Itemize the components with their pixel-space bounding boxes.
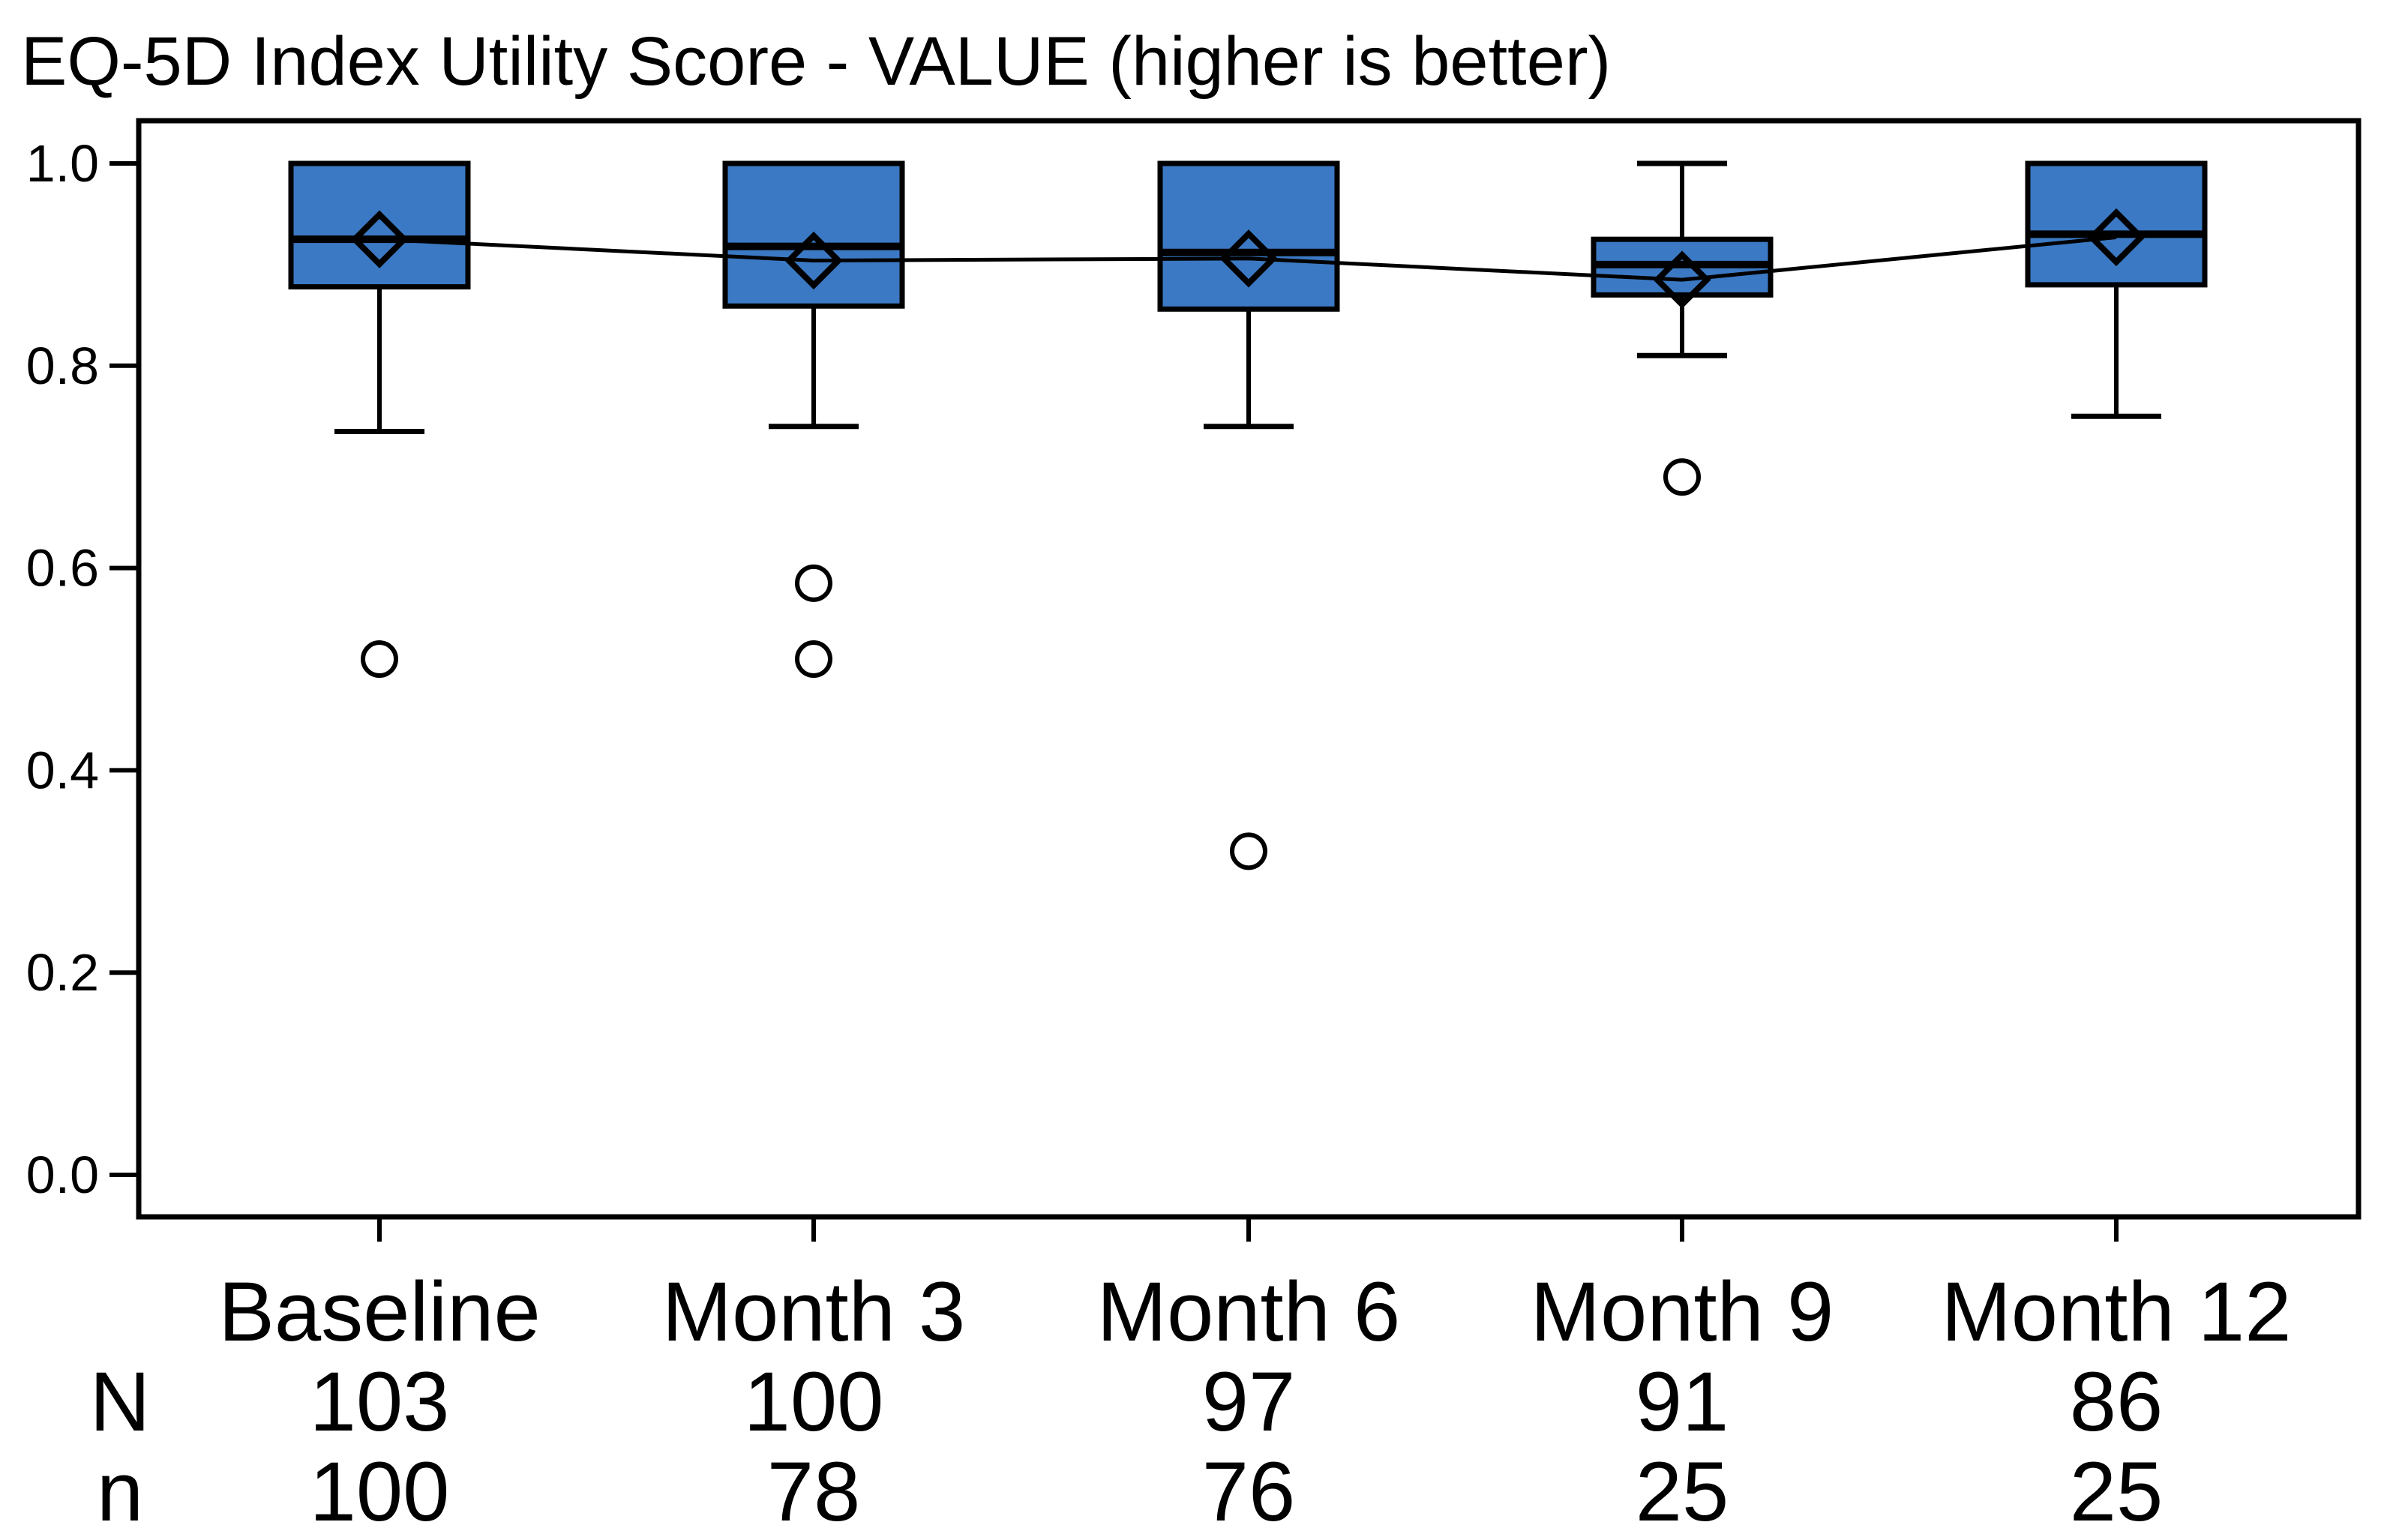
box-group-baseline [288, 160, 471, 679]
footer-row-value: 97 [1202, 1355, 1296, 1449]
box-iqr [288, 160, 471, 290]
x-category-label: Baseline [218, 1265, 541, 1359]
outlier-point [795, 640, 832, 679]
x-category-label: Month 12 [1942, 1265, 2292, 1359]
y-tick-label: 0.2 [26, 943, 99, 1002]
footer-row-value: 25 [1636, 1445, 1729, 1539]
x-axis: Baseline Month 3 Month 6 Month 9 Month 12 [218, 1217, 2291, 1359]
box-group-month-9 [1591, 160, 1774, 496]
footer-row-value: 78 [767, 1445, 861, 1539]
y-tick-label: 1.0 [26, 134, 99, 193]
outlier-point [795, 564, 832, 602]
footer-row-value: 100 [310, 1445, 450, 1539]
footer-row-value: 25 [2070, 1445, 2164, 1539]
mean-marker-baseline [350, 210, 409, 268]
box-group-month-3 [722, 160, 905, 679]
footer-row-N: N 103 100 97 91 86 [90, 1355, 2164, 1449]
mean-trend-line [379, 235, 2117, 282]
y-tick-label: 0.0 [26, 1146, 99, 1204]
mean-marker-month-6 [1219, 229, 1278, 288]
mean-marker-month-9 [1653, 250, 1711, 309]
box-iqr [2025, 160, 2208, 288]
y-tick-label: 0.4 [26, 741, 99, 799]
box-group-month-12 [2025, 160, 2208, 419]
x-category-label: Month 3 [662, 1265, 966, 1359]
footer-row-value: 76 [1202, 1445, 1296, 1539]
outlier-point [1230, 832, 1267, 870]
mean-marker-month-3 [784, 231, 843, 290]
y-tick-label: 0.6 [26, 539, 99, 598]
footer-row-value: 91 [1636, 1355, 1729, 1449]
footer-row-label: n [97, 1445, 143, 1539]
footer-row-value: 86 [2070, 1355, 2164, 1449]
footer-row-value: 103 [310, 1355, 450, 1449]
y-axis: 0.0 0.2 0.4 0.6 0.8 1.0 [26, 134, 139, 1204]
footer-row-value: 100 [744, 1355, 884, 1449]
box-group-month-6 [1157, 160, 1340, 870]
x-category-label: Month 9 [1531, 1265, 1834, 1359]
outlier-point [361, 640, 398, 679]
y-tick-label: 0.8 [26, 337, 99, 395]
footer-row-label: N [90, 1355, 151, 1449]
x-category-label: Month 6 [1097, 1265, 1401, 1359]
mean-marker-month-12 [2087, 208, 2146, 267]
chart-title: EQ-5D Index Utility Score - VALUE (highe… [21, 23, 1612, 100]
footer-row-n: n 100 78 76 25 25 [97, 1445, 2163, 1539]
outlier-point [1663, 458, 1701, 496]
